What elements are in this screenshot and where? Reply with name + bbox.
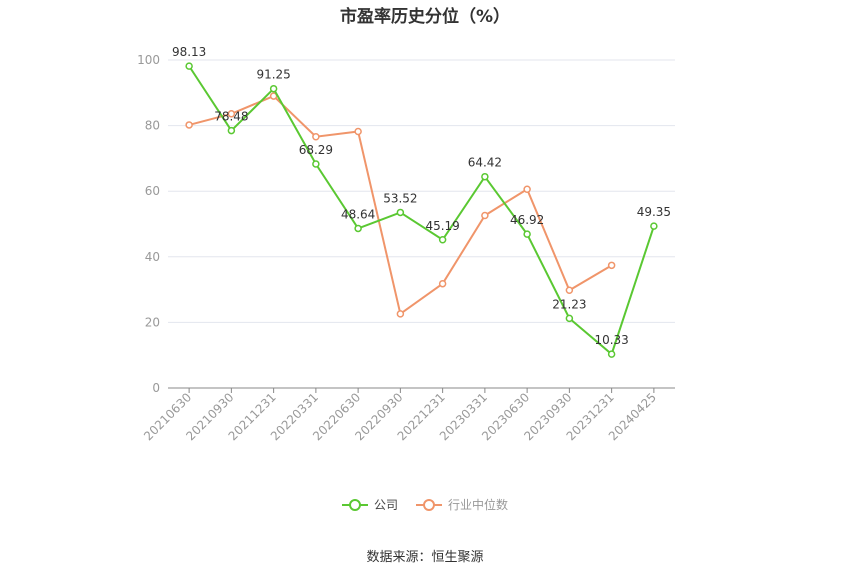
data-label: 53.52: [383, 191, 417, 205]
data-point-industry: [312, 133, 320, 141]
legend-item-company[interactable]: 公司: [341, 496, 398, 513]
data-label: 78.48: [214, 110, 248, 124]
data-label: 98.13: [172, 45, 206, 59]
legend-item-industry[interactable]: 行业中位数: [416, 496, 508, 513]
data-point-company: [650, 222, 658, 230]
data-label: 91.25: [256, 68, 290, 82]
data-point-company: [565, 314, 574, 323]
data-point-industry: [354, 127, 362, 136]
series-line-company: [188, 65, 655, 356]
data-point-industry: [607, 261, 616, 270]
data-point-industry: [396, 310, 405, 318]
data-label: 68.29: [299, 143, 333, 157]
y-tick-label: 60: [145, 184, 160, 198]
data-point-industry: [438, 279, 447, 288]
data-point-industry: [227, 110, 236, 118]
legend: 公司 行业中位数: [0, 496, 850, 513]
data-point-company: [396, 208, 405, 217]
data-point-industry: [185, 121, 193, 129]
data-point-industry: [523, 185, 531, 193]
data-point-company: [312, 160, 320, 168]
chart-title: 市盈率历史分位（%）: [339, 7, 511, 27]
data-label: 48.64: [341, 207, 375, 221]
y-tick-label: 100: [137, 53, 160, 67]
data-source: 数据来源：恒生聚源: [366, 550, 484, 565]
data-point-industry: [565, 286, 574, 295]
data-label: 46.92: [510, 213, 544, 227]
data-label: 45.19: [425, 219, 459, 233]
data-point-company: [607, 350, 616, 358]
data-point-company: [354, 224, 362, 233]
data-label: 49.35: [637, 205, 671, 219]
y-tick-label: 40: [145, 250, 160, 264]
data-label: 21.23: [552, 297, 586, 311]
data-point-company: [185, 62, 193, 70]
data-point-company: [481, 172, 489, 181]
line-chart: 0204060801002021063020210930202112312022…: [137, 45, 675, 443]
y-tick-label: 20: [145, 315, 160, 329]
legend-company-marker-icon: [341, 498, 368, 511]
data-point-industry: [481, 211, 489, 220]
data-point-company: [269, 84, 278, 93]
y-tick-label: 0: [152, 381, 160, 395]
data-label: 10.33: [594, 333, 628, 347]
data-point-company: [227, 126, 236, 135]
legend-industry-marker-icon: [416, 498, 442, 511]
legend-company-label: 公司: [373, 498, 398, 512]
data-point-company: [438, 236, 447, 244]
data-label: 64.42: [468, 156, 502, 170]
data-point-company: [523, 230, 531, 238]
legend-industry-label: 行业中位数: [448, 498, 509, 512]
y-tick-label: 80: [145, 119, 160, 133]
